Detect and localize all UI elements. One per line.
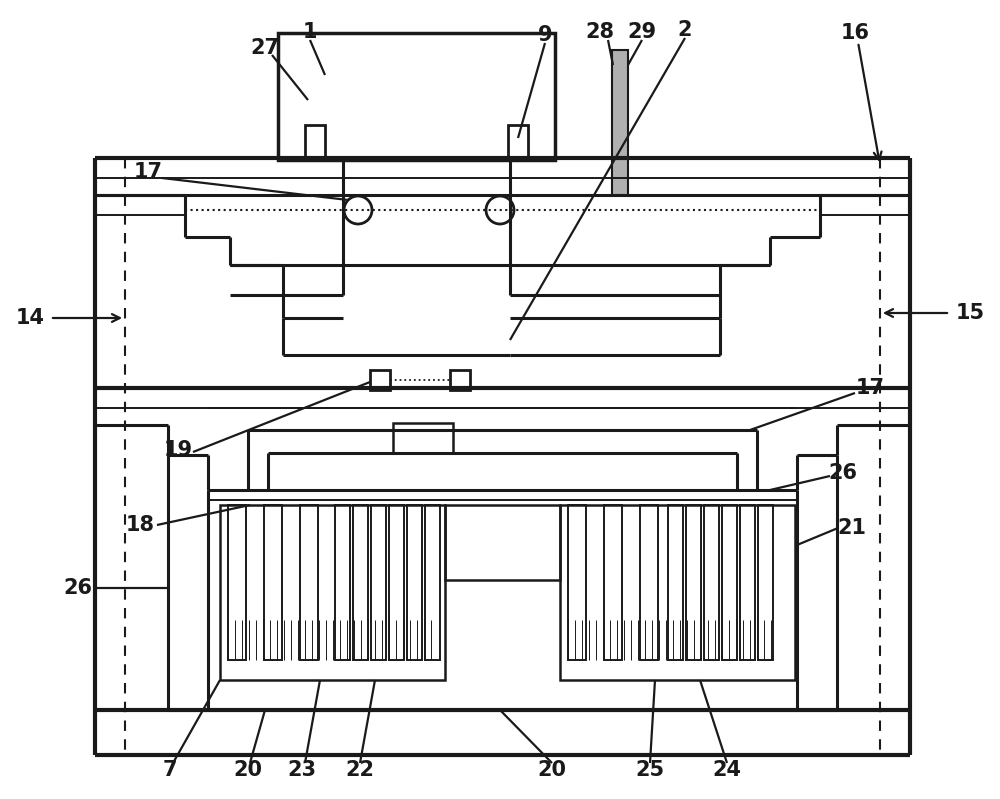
Text: 26: 26 (64, 578, 92, 598)
Bar (668, 505, 683, 660)
Bar (604, 505, 622, 660)
Bar (686, 505, 701, 660)
Text: 20: 20 (234, 760, 262, 780)
Text: 2: 2 (678, 20, 692, 40)
Text: 20: 20 (538, 760, 566, 780)
Text: 14: 14 (16, 308, 44, 328)
Bar (445, 505, 560, 580)
Text: 18: 18 (126, 515, 154, 535)
Text: 22: 22 (346, 760, 374, 780)
Text: 24: 24 (712, 760, 742, 780)
Bar (407, 505, 422, 660)
Text: 26: 26 (828, 463, 858, 483)
Bar (389, 505, 404, 660)
Text: 21: 21 (838, 518, 866, 538)
Bar (278, 33, 555, 160)
Text: 7: 7 (163, 760, 177, 780)
Text: 27: 27 (250, 38, 280, 58)
Text: 23: 23 (288, 760, 316, 780)
Bar (612, 50, 628, 195)
Bar (300, 505, 318, 660)
Bar (704, 505, 719, 660)
Bar (353, 505, 368, 660)
Text: 28: 28 (586, 22, 614, 42)
Bar (264, 505, 282, 660)
Text: 25: 25 (635, 760, 665, 780)
Text: 19: 19 (163, 440, 193, 460)
Bar (425, 505, 440, 660)
Bar (371, 505, 386, 660)
Text: 9: 9 (538, 25, 552, 45)
Text: 29: 29 (627, 22, 657, 42)
Bar (220, 505, 445, 680)
Bar (560, 505, 795, 680)
Bar (568, 505, 586, 660)
Text: 16: 16 (840, 23, 870, 43)
Bar (722, 505, 737, 660)
Bar (305, 125, 325, 160)
Bar (508, 125, 528, 160)
Text: 17: 17 (134, 162, 162, 182)
Text: 17: 17 (856, 378, 885, 398)
Text: 15: 15 (955, 303, 985, 323)
Bar (335, 505, 350, 660)
Bar (450, 370, 470, 390)
Bar (740, 505, 755, 660)
Bar (758, 505, 773, 660)
Bar (228, 505, 246, 660)
Bar (393, 423, 453, 453)
Bar (640, 505, 658, 660)
Bar (370, 370, 390, 390)
Text: 1: 1 (303, 22, 317, 42)
